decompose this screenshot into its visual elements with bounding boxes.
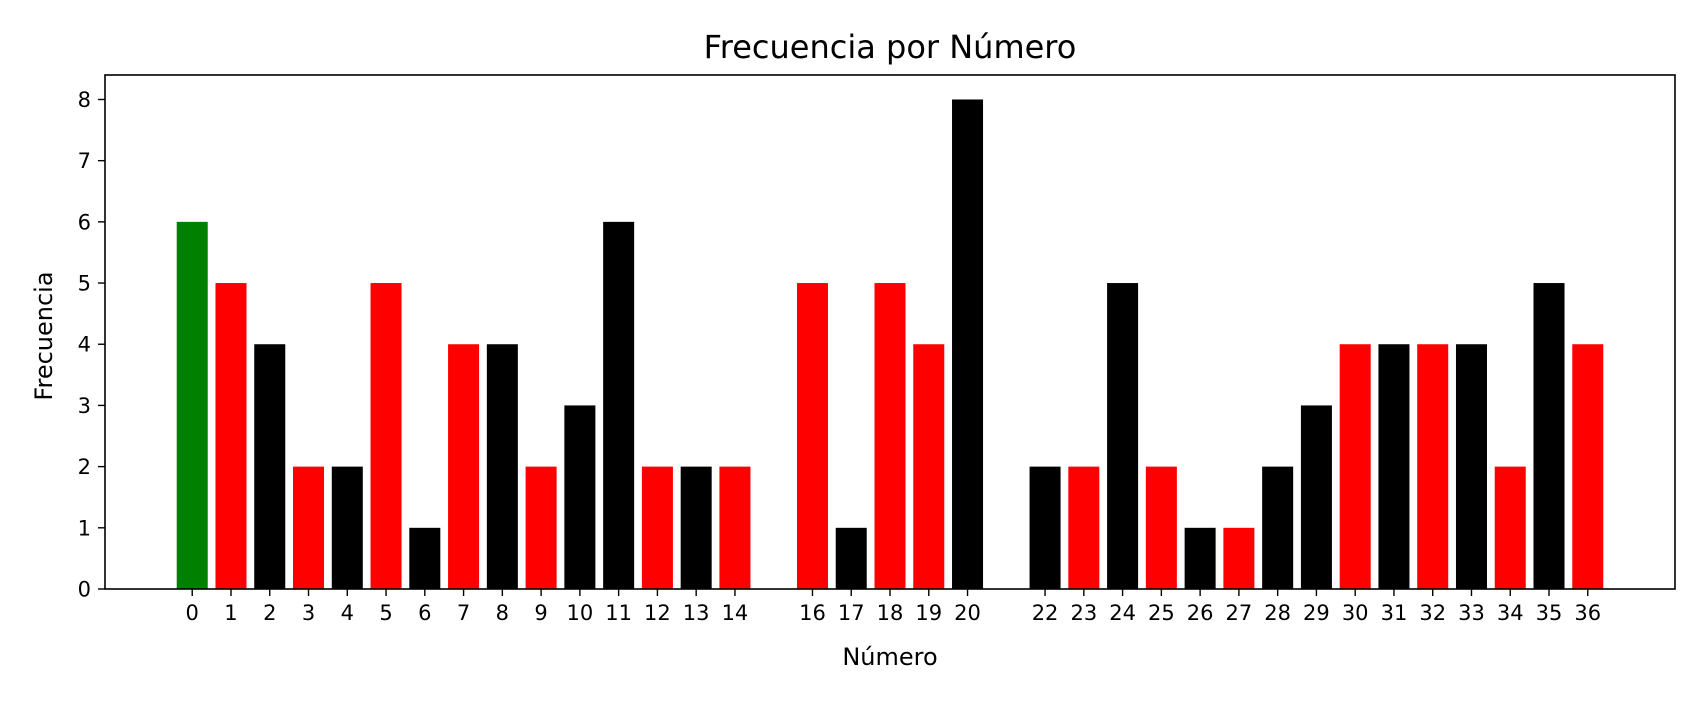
y-tick-label: 6 bbox=[78, 210, 91, 234]
x-tick-label: 27 bbox=[1226, 601, 1253, 625]
x-tick-label: 17 bbox=[838, 601, 865, 625]
bar-11 bbox=[603, 221, 635, 589]
y-tick-label: 3 bbox=[78, 394, 91, 418]
x-tick-label: 30 bbox=[1342, 601, 1369, 625]
x-tick-label: 22 bbox=[1032, 601, 1059, 625]
y-tick-label: 7 bbox=[78, 149, 91, 173]
x-tick-label: 0 bbox=[186, 601, 199, 625]
x-tick-label: 16 bbox=[799, 601, 826, 625]
x-tick-label: 31 bbox=[1381, 601, 1408, 625]
bar-13 bbox=[680, 466, 712, 589]
x-tick-label: 14 bbox=[722, 601, 749, 625]
y-tick-label: 0 bbox=[78, 578, 91, 602]
bar-20 bbox=[952, 99, 984, 589]
bar-34 bbox=[1494, 466, 1526, 589]
x-tick-label: 10 bbox=[567, 601, 594, 625]
bar-23 bbox=[1068, 466, 1100, 589]
x-axis-label: Número bbox=[842, 643, 937, 671]
bar-9 bbox=[525, 466, 557, 589]
x-tick-label: 32 bbox=[1419, 601, 1446, 625]
y-axis: 0 1 2 3 4 5 6 7 8 bbox=[78, 88, 105, 602]
y-tick-label: 4 bbox=[78, 333, 91, 357]
y-tick-label: 8 bbox=[78, 88, 91, 112]
x-tick-label: 1 bbox=[224, 601, 237, 625]
x-tick-label: 3 bbox=[302, 601, 315, 625]
bar-31 bbox=[1378, 344, 1410, 589]
x-tick-label: 20 bbox=[954, 601, 981, 625]
bar-12 bbox=[641, 466, 673, 589]
x-axis: 0 1 2 3 4 5 6 7 8 9 10 11 12 13 14 16 17 18 19 20 22 23 24 25 26… bbox=[186, 589, 1601, 625]
bar-0 bbox=[176, 221, 208, 589]
x-tick-label: 34 bbox=[1497, 601, 1524, 625]
bar-8 bbox=[486, 344, 518, 589]
y-tick-label: 2 bbox=[78, 455, 91, 479]
bar-25 bbox=[1145, 466, 1177, 589]
bar-5 bbox=[370, 283, 402, 589]
bar-27 bbox=[1223, 527, 1255, 589]
bar-29 bbox=[1300, 405, 1332, 589]
chart-title: Frecuencia por Número bbox=[704, 28, 1077, 66]
bar-19 bbox=[913, 344, 945, 589]
y-tick-label: 1 bbox=[78, 516, 91, 540]
bar-4 bbox=[331, 466, 363, 589]
x-tick-label: 25 bbox=[1148, 601, 1175, 625]
x-tick-label: 6 bbox=[418, 601, 431, 625]
x-tick-label: 2 bbox=[263, 601, 276, 625]
bar-32 bbox=[1417, 344, 1449, 589]
bar-36 bbox=[1572, 344, 1604, 589]
bar-18 bbox=[874, 283, 906, 589]
x-tick-label: 35 bbox=[1536, 601, 1563, 625]
x-tick-label: 4 bbox=[341, 601, 354, 625]
bar-26 bbox=[1184, 527, 1216, 589]
x-tick-label: 26 bbox=[1187, 601, 1214, 625]
x-tick-label: 19 bbox=[915, 601, 942, 625]
plot-area bbox=[176, 99, 1604, 589]
bar-14 bbox=[719, 466, 751, 589]
bar-24 bbox=[1107, 283, 1139, 589]
bar-10 bbox=[564, 405, 596, 589]
bar-16 bbox=[796, 283, 828, 589]
x-tick-label: 7 bbox=[457, 601, 470, 625]
x-tick-label: 23 bbox=[1070, 601, 1097, 625]
x-tick-label: 5 bbox=[379, 601, 392, 625]
x-tick-label: 24 bbox=[1109, 601, 1136, 625]
x-tick-label: 18 bbox=[877, 601, 904, 625]
x-tick-label: 12 bbox=[644, 601, 671, 625]
bar-35 bbox=[1533, 283, 1565, 589]
bar-1 bbox=[215, 283, 247, 589]
x-tick-label: 33 bbox=[1458, 601, 1485, 625]
y-tick-label: 5 bbox=[78, 272, 91, 296]
bar-6 bbox=[409, 527, 441, 589]
x-tick-label: 36 bbox=[1574, 601, 1601, 625]
y-axis-label: Frecuencia bbox=[30, 271, 58, 400]
x-tick-label: 29 bbox=[1303, 601, 1330, 625]
x-tick-label: 8 bbox=[496, 601, 509, 625]
x-tick-label: 28 bbox=[1264, 601, 1291, 625]
bar-28 bbox=[1262, 466, 1294, 589]
bar-33 bbox=[1455, 344, 1487, 589]
x-tick-label: 11 bbox=[605, 601, 632, 625]
bar-17 bbox=[835, 527, 867, 589]
bar-7 bbox=[448, 344, 480, 589]
bar-2 bbox=[254, 344, 286, 589]
x-tick-label: 9 bbox=[534, 601, 547, 625]
bar-30 bbox=[1339, 344, 1371, 589]
bar-3 bbox=[293, 466, 325, 589]
x-tick-label: 13 bbox=[683, 601, 710, 625]
bar-22 bbox=[1029, 466, 1061, 589]
